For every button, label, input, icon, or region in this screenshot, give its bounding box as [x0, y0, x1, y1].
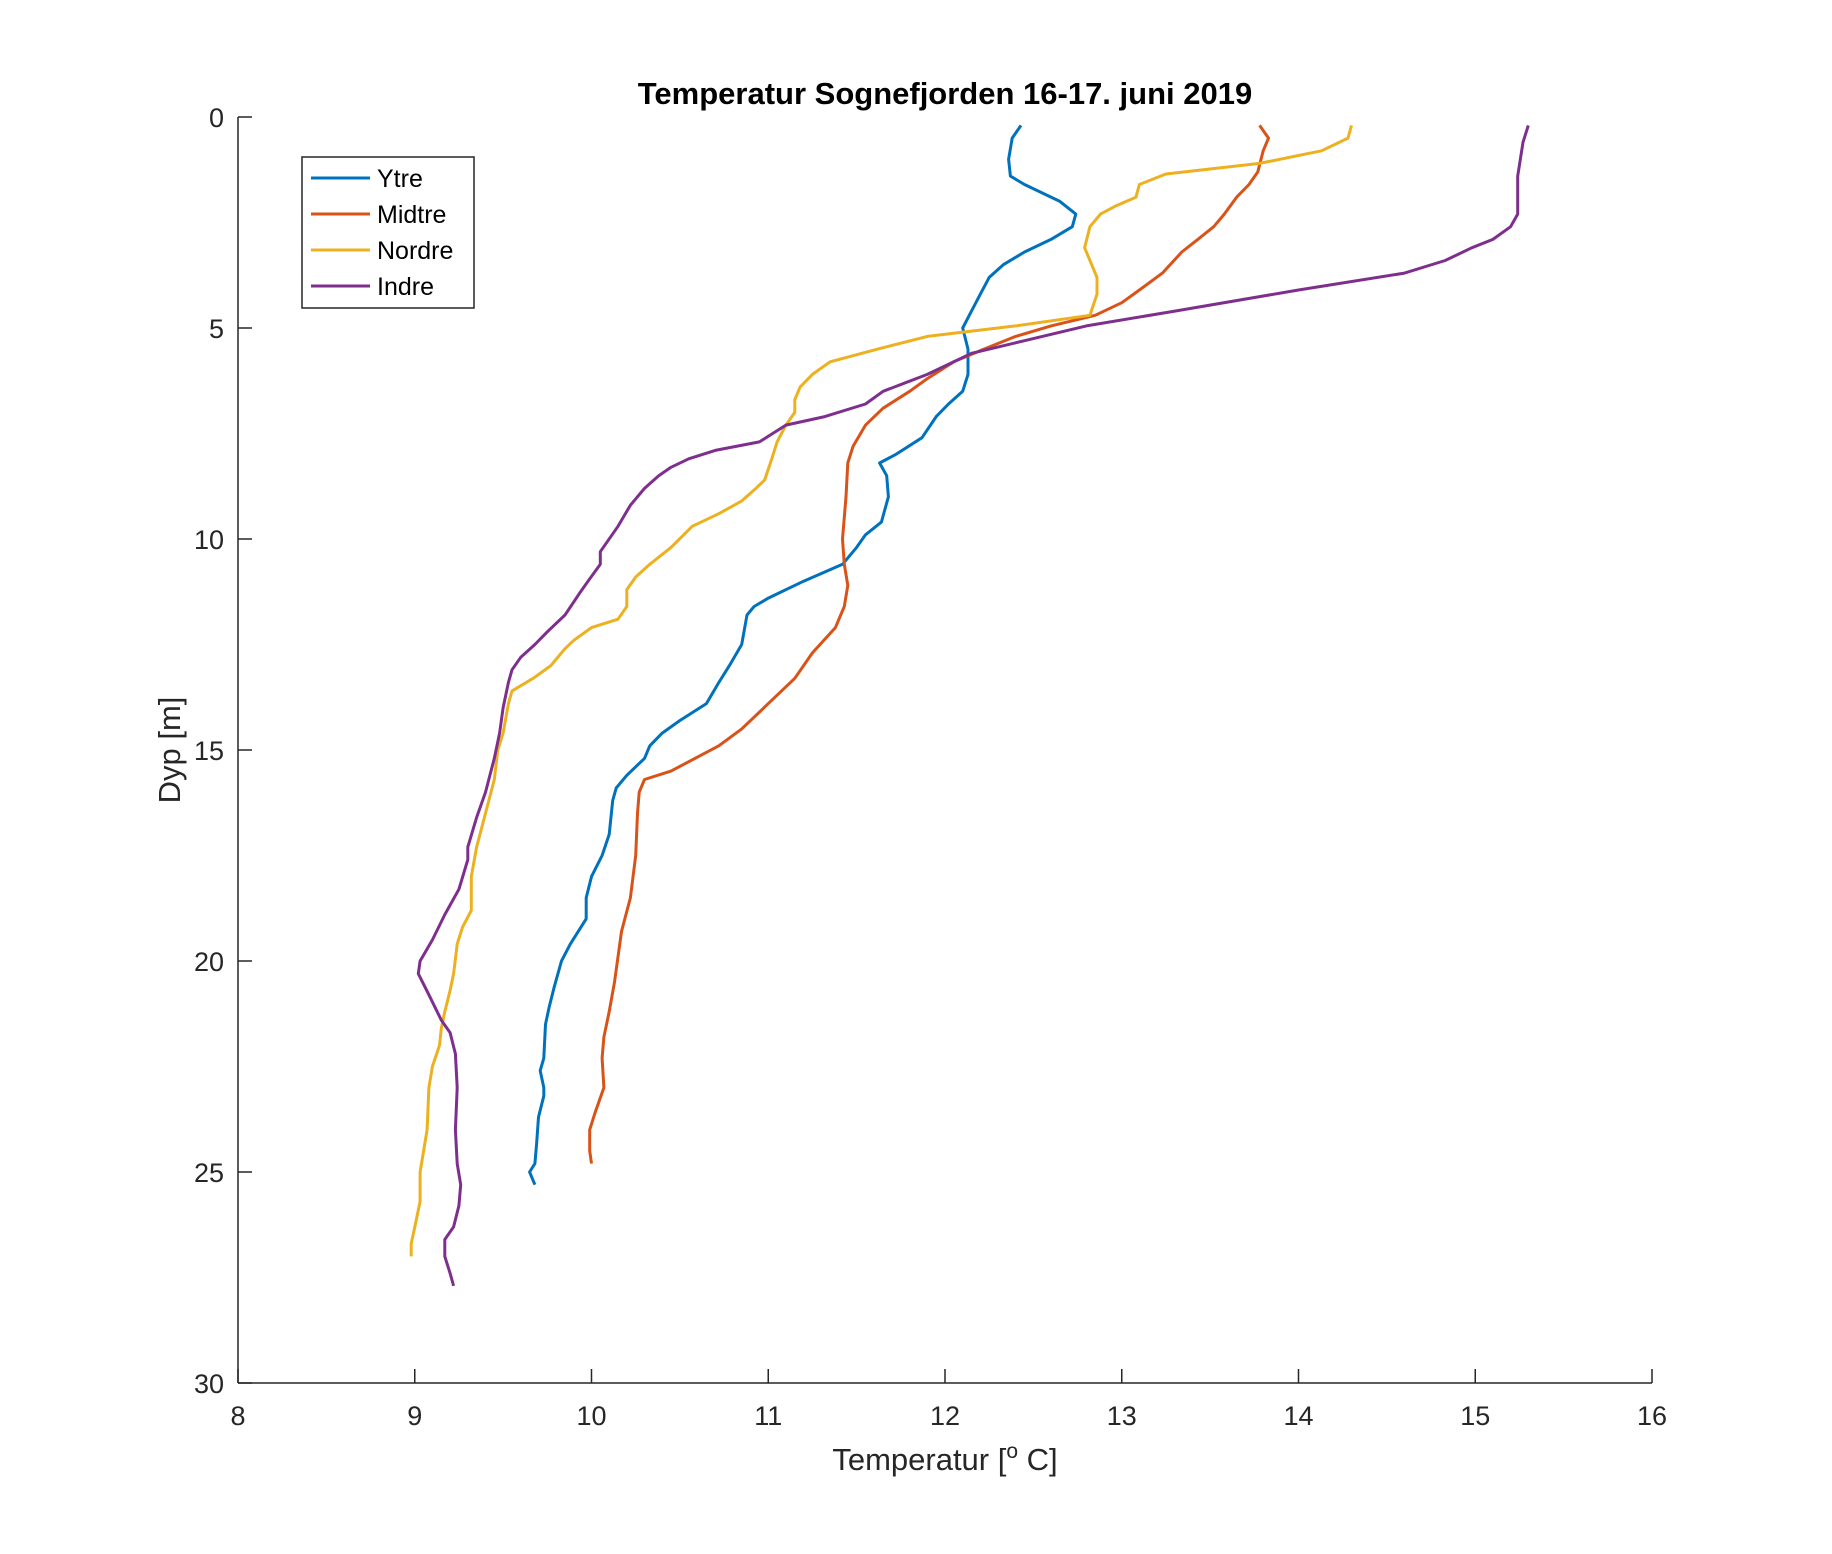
x-tick-label: 8	[230, 1401, 245, 1431]
chart-title: Temperatur Sognefjorden 16-17. juni 2019	[638, 76, 1252, 111]
series-line-indre	[416, 124, 1530, 1287]
x-tick-label: 14	[1283, 1401, 1313, 1431]
y-tick-label: 30	[194, 1369, 224, 1399]
legend-label-ytre: Ytre	[377, 165, 423, 193]
y-tick-label: 10	[194, 525, 224, 555]
x-tick-label: 15	[1460, 1401, 1490, 1431]
x-tick-label: 12	[930, 1401, 960, 1431]
legend: Ytre Midtre Nordre Indre	[301, 156, 475, 309]
x-tick-label: 16	[1637, 1401, 1667, 1431]
series-line-midtre	[588, 124, 1270, 1164]
axes: 8 9 10 11 12 13 14 15 16 0 5 10 15 20 25 30	[194, 103, 1667, 1431]
series-line-nordre	[409, 125, 1353, 1257]
y-tick-label: 20	[194, 947, 224, 977]
x-axis-label: Temperatur [o C]	[832, 1440, 1057, 1477]
plot-area	[409, 124, 1530, 1287]
y-tick-label: 5	[209, 314, 224, 344]
legend-label-indre: Indre	[377, 273, 434, 301]
y-tick-label: 25	[194, 1158, 224, 1188]
legend-box	[301, 156, 475, 309]
legend-label-nordre: Nordre	[377, 237, 453, 265]
y-axis-label: Dyp [m]	[152, 697, 187, 804]
legend-label-midtre: Midtre	[377, 201, 446, 229]
x-tick-label: 11	[754, 1401, 782, 1431]
x-tick-label: 10	[576, 1401, 606, 1431]
y-tick-label: 15	[194, 736, 224, 766]
x-tick-label: 9	[407, 1401, 422, 1431]
x-tick-label: 13	[1107, 1401, 1137, 1431]
series-line-ytre	[528, 124, 1078, 1186]
y-tick-label: 0	[209, 103, 224, 133]
